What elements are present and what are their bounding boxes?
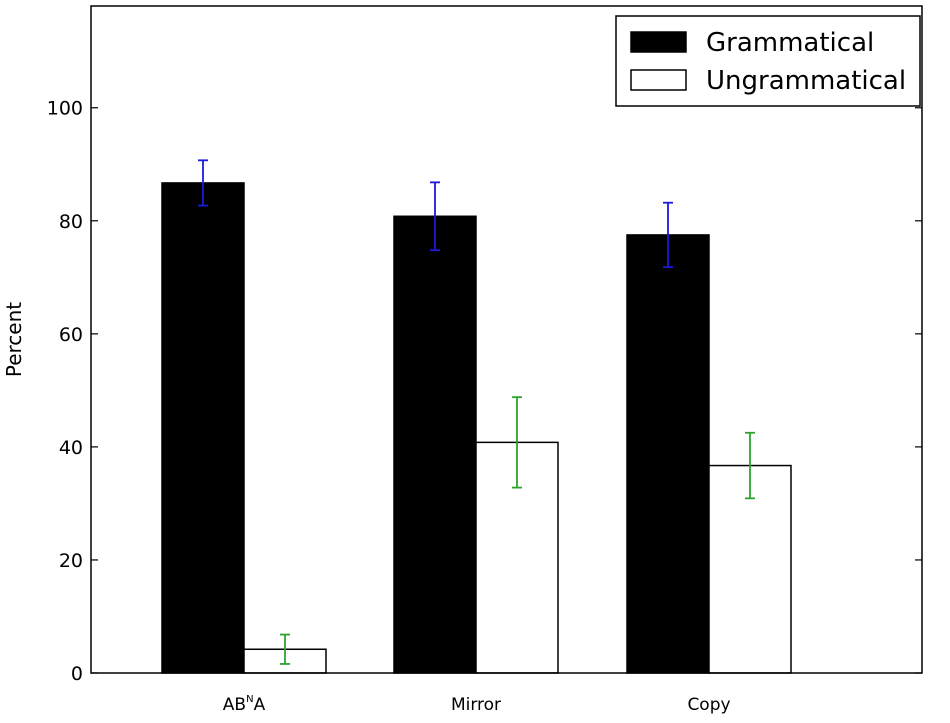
legend-box (615, 15, 921, 107)
x-tick-label: ABNA (223, 694, 266, 715)
error-bar (430, 181, 440, 252)
y-tick-label: 0 (71, 663, 83, 685)
legend-label: Grammatical (706, 28, 874, 58)
legend-swatch-ungrammatical (630, 69, 687, 91)
y-axis-label: Percent (2, 302, 26, 377)
bar-grammatical (161, 182, 245, 674)
plot-area (161, 159, 792, 674)
y-tick-label: 60 (59, 324, 83, 346)
x-axis: ABNA Mirror Copy (223, 694, 731, 715)
error-bar (512, 396, 522, 489)
x-tick-label: Mirror (451, 695, 501, 715)
y-axis: 0 20 40 60 80 100 (47, 98, 922, 685)
y-tick-label: 20 (59, 550, 83, 572)
legend-label: Ungrammatical (706, 66, 906, 96)
error-bar (198, 159, 208, 207)
y-tick-label: 80 (59, 211, 83, 233)
bar-grammatical (626, 234, 710, 674)
error-bar (280, 633, 290, 665)
error-bar (745, 431, 755, 500)
error-bar (663, 201, 673, 269)
legend: Grammatical Ungrammatical (615, 15, 921, 107)
legend-swatch-grammatical (630, 31, 687, 53)
bar-grammatical (393, 215, 477, 674)
y-tick-label: 40 (59, 437, 83, 459)
axes-frame (90, 5, 923, 674)
x-tick-label: Copy (687, 695, 730, 715)
y-tick-label: 100 (47, 98, 83, 120)
